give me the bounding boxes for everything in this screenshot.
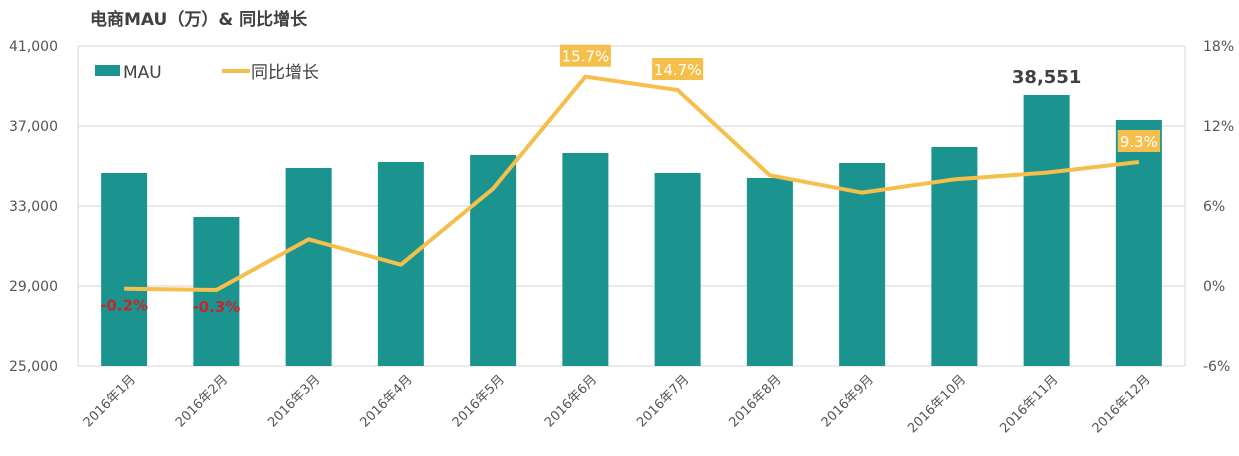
- data-labels: -0.2% -0.3% 15.7% 14.7% 38,551 9.3%: [100, 44, 1161, 316]
- left-axis: 41,000 37,000 33,000 29,000 25,000: [9, 39, 58, 375]
- bar: [1115, 120, 1162, 366]
- bar: [101, 173, 148, 366]
- right-axis-tick: 0%: [1203, 279, 1225, 295]
- growth-label-negative: -0.3%: [192, 298, 240, 316]
- left-axis-tick: 25,000: [9, 359, 58, 375]
- x-axis-tick: 2016年7月: [634, 372, 692, 430]
- mau-label: 38,551: [1012, 67, 1081, 88]
- x-axis-tick: 2016年4月: [357, 372, 415, 430]
- right-axis: 18% 12% 6% 0% -6%: [1203, 39, 1234, 375]
- right-axis-tick: -6%: [1203, 359, 1230, 375]
- left-axis-tick: 33,000: [9, 199, 58, 215]
- right-axis-tick: 18%: [1203, 39, 1234, 55]
- x-axis-tick: 2016年5月: [450, 372, 508, 430]
- growth-label: 14.7%: [654, 61, 702, 79]
- legend-label-mau: MAU: [123, 63, 162, 83]
- growth-polyline: [124, 74, 1140, 292]
- chart-title: 电商MAU（万）& 同比增长: [90, 10, 308, 30]
- x-axis-tick: 2016年6月: [542, 372, 600, 430]
- label-box: [652, 58, 704, 80]
- growth-label-negative: -0.2%: [100, 297, 148, 315]
- x-axis-tick: 2016年12月: [1090, 372, 1154, 436]
- left-axis-tick: 29,000: [9, 279, 58, 295]
- x-axis-tick: 2016年10月: [905, 372, 969, 436]
- x-axis-tick: 2016年3月: [265, 372, 323, 430]
- bar: [285, 168, 332, 366]
- growth-label: 9.3%: [1120, 133, 1158, 151]
- left-axis-tick: 41,000: [9, 39, 58, 55]
- legend: MAU 同比增长: [95, 63, 319, 83]
- right-axis-tick: 12%: [1203, 119, 1234, 135]
- growth-label: 15.7%: [562, 48, 610, 66]
- label-box: [1117, 130, 1161, 152]
- bar: [562, 153, 609, 366]
- x-axis: 2016年1月 2016年2月 2016年3月 2016年4月 2016年5月 2016年…: [81, 372, 1154, 436]
- left-axis-tick: 37,000: [9, 119, 58, 135]
- label-box: [559, 44, 611, 67]
- x-axis-tick: 2016年11月: [997, 372, 1061, 436]
- bar: [654, 173, 701, 366]
- legend-label-growth: 同比增长: [251, 63, 319, 83]
- bar: [1023, 94, 1070, 366]
- right-axis-tick: 6%: [1203, 199, 1225, 215]
- gridlines: [77, 45, 1186, 367]
- x-axis-tick: 2016年2月: [173, 372, 231, 430]
- bar: [746, 178, 793, 366]
- legend-swatch-mau: [95, 65, 120, 76]
- x-axis-tick: 2016年9月: [819, 372, 877, 430]
- mau-bars: [101, 94, 1162, 366]
- growth-line: [124, 74, 1140, 292]
- x-axis-tick: 2016年8月: [726, 372, 784, 430]
- bar: [839, 163, 886, 366]
- x-axis-tick: 2016年1月: [81, 372, 139, 430]
